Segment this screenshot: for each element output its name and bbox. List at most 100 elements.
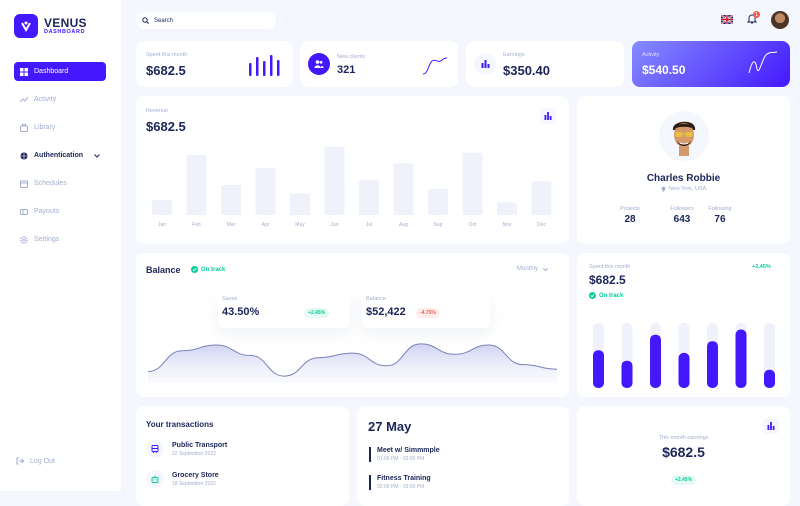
metric-change: +2.45% [304,308,330,318]
sidebar-item-payouts[interactable]: Payouts [14,202,106,221]
logout-button[interactable]: Log Out [16,457,55,465]
revenue-bar [428,188,448,215]
grid-icon [20,67,28,76]
calendar-event[interactable]: Meet w/ Simmmple 01:00 PM - 02:00 PM [369,447,440,462]
revenue-bar [531,181,552,215]
uk-flag-icon[interactable] [721,15,733,24]
profile-stat-value: 76 [714,214,726,225]
chart-options-button[interactable] [763,418,779,434]
sidebar-item-label: Settings [34,236,60,243]
revenue-tick-label: Apr [262,222,270,228]
monthly-change: +2.45% [670,475,697,485]
profile-name: Charles Robbie [646,173,721,184]
profile-stat: Followers 643 [670,206,694,225]
revenue-tick-label: Dec [537,222,546,228]
logo-icon [14,14,38,38]
check-circle-icon [589,292,596,299]
period-select[interactable]: Monthly [517,266,549,272]
mini-bar-icon [249,55,280,76]
memoji-avatar-icon [672,121,696,156]
brand-subtitle: DASHBOARD [44,29,86,35]
chevron-down-icon [543,267,549,271]
sidebar-item-label: Schedules [34,180,67,187]
calendar-date: 27 May [368,419,412,434]
profile-stat: Following 76 [708,206,731,225]
stat-label: New clients [337,54,366,60]
metric-label: Saves [222,296,238,302]
weekly-card: Spent this month $682.5 On track +2.45% [577,253,790,397]
brand-title: VENUS [44,16,87,30]
transaction-row[interactable]: Grocery Store 18 September 2022 [146,470,219,488]
weekly-bar [593,350,604,388]
sidebar-item-label: Activity [34,96,57,103]
revenue-tick-label: Nov [503,222,512,228]
weekly-bar [621,360,633,388]
revenue-bar [152,200,172,215]
gear-icon [20,235,28,244]
metric-change: -4.75% [416,308,440,318]
sparkline-icon [422,57,448,75]
transaction-name: Grocery Store [172,471,219,479]
briefcase-icon [20,123,28,132]
sidebar-item-dashboard[interactable]: Dashboard [14,62,106,81]
status-text: On track [201,266,226,273]
revenue-bar [393,163,414,215]
weekly-bar [650,334,661,388]
calendar-card: 27 May Meet w/ Simmmple 01:00 PM - 02:00… [357,406,569,506]
monthly-label: This month earnings [658,435,709,441]
transaction-row[interactable]: Public Transport 22 September 2022 [146,440,227,458]
user-avatar[interactable] [771,11,789,29]
stat-label: Earnings [503,52,525,58]
logo[interactable]: VENUS DASHBOARD [14,14,87,38]
sidebar-item-schedules[interactable]: Schedules [14,174,106,193]
revenue-tick-label: Oct [469,222,477,228]
balance-title: Balance [146,265,181,275]
stat-card-clients: New clients 321 [300,41,458,87]
stat-value: 321 [337,64,356,76]
profile-stat-value: 643 [673,214,691,225]
robot-icon [146,470,164,488]
sidebar-item-library[interactable]: Library [14,118,106,137]
bus-icon [146,440,164,458]
calendar-icon [20,180,28,188]
chart-options-button[interactable] [540,108,556,124]
revenue-tick-label: Feb [192,222,201,228]
logout-icon [16,457,24,465]
revenue-bar [290,193,310,215]
stat-value: $540.50 [642,63,686,77]
profile-stat-label: Projects [620,206,640,212]
card-icon [20,208,28,215]
weekly-label: Spent this month [589,264,631,270]
sparkline-icon [748,51,778,74]
period-value: Monthly [517,266,539,272]
profile-stat-label: Followers [670,206,694,212]
revenue-bar [359,180,379,215]
stat-value: $350.40 [503,63,550,78]
shield-icon [20,151,28,160]
transactions-title: Your transactions [146,420,214,429]
revenue-tick-label: Mar [227,222,236,228]
transactions-card: Your transactions Public Transport 22 Se… [136,406,349,506]
bar-chart-icon [474,53,496,75]
check-circle-icon [191,266,198,273]
event-title: Fitness Training [377,475,431,482]
sidebar-item-settings[interactable]: Settings [14,230,106,249]
notification-badge: 1 [753,11,760,18]
stat-label: Activity [642,52,660,58]
revenue-value: $682.5 [146,119,186,134]
sidebar-item-authentication[interactable]: Authentication [14,146,106,165]
weekly-status: On track [589,292,623,299]
profile-stat-label: Following [708,206,732,212]
revenue-tick-label: May [295,222,305,228]
sidebar-item-activity[interactable]: Activity [14,90,106,109]
metric-value: 43.50% [222,306,260,318]
sidebar-item-label: Payouts [34,208,60,215]
calendar-event[interactable]: Fitness Training 02:00 PM - 03:00 PM [369,475,431,490]
revenue-tick-label: Jan [158,222,166,228]
weekly-change: +2.45% [752,264,771,270]
balance-status: On track [191,266,225,273]
status-text: On track [599,292,624,299]
search-input[interactable]: Search [136,12,276,29]
location-pin-icon [661,186,666,192]
revenue-bar [255,168,276,215]
